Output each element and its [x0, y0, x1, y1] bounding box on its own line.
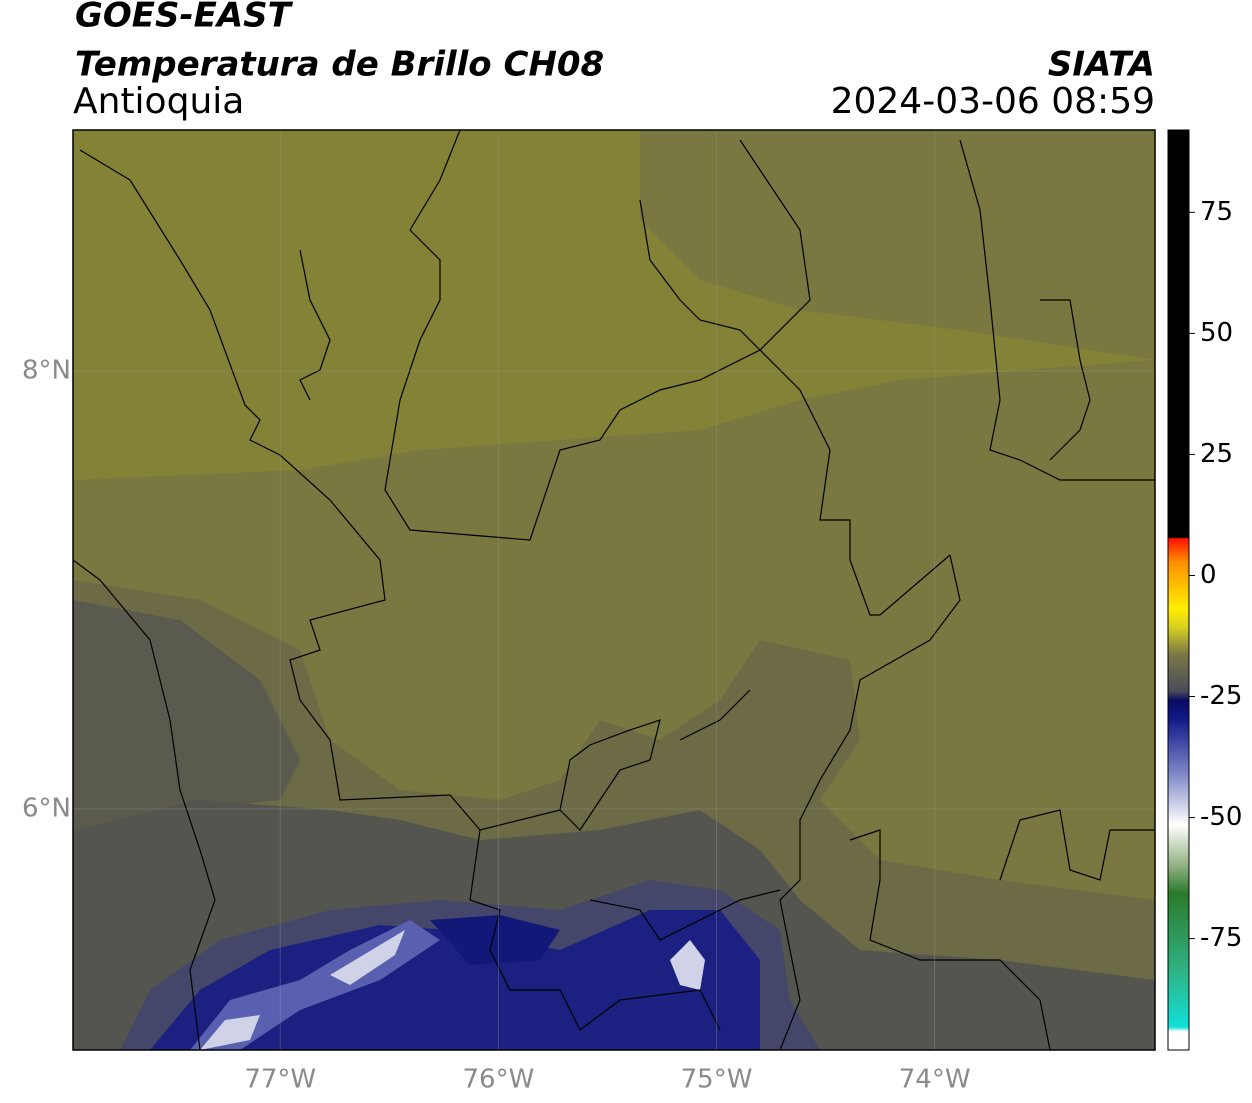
- colorbar-tick-label: 0: [1200, 560, 1217, 590]
- colorbar-tick-label: 75: [1200, 197, 1233, 227]
- x-tick-label: 75°W: [681, 1065, 753, 1095]
- y-tick-label: 8°N: [22, 355, 71, 385]
- x-tick-label: 76°W: [462, 1065, 534, 1095]
- colorbar-tick-label: 50: [1200, 318, 1233, 348]
- x-tick-label: 74°W: [899, 1065, 971, 1095]
- source: SIATA: [1048, 45, 1155, 85]
- header: GOES-EAST Temperatura de Brillo CH08 Ant…: [73, 0, 1155, 122]
- map-field: [73, 130, 1155, 1050]
- x-tick-label: 77°W: [244, 1065, 316, 1095]
- colorbar-tick-label: -50: [1200, 802, 1242, 832]
- region: Antioquia: [73, 81, 244, 122]
- colorbar-tick-label: -25: [1200, 681, 1242, 711]
- timestamp: 2024-03-06 08:59: [831, 81, 1155, 122]
- ticks: 77°W 76°W 75°W 74°W 8°N 6°N 75 50 25 0 -25 -50 -75: [22, 197, 1242, 1095]
- colorbar-tick-label: -75: [1200, 923, 1242, 953]
- gridlines: [73, 130, 1155, 1050]
- map-frame: [72, 129, 1156, 1051]
- colorbar: [1167, 129, 1190, 1051]
- colorbar-tick-label: 25: [1200, 439, 1233, 469]
- borders: [73, 130, 1155, 1050]
- subtitle: Temperatura de Brillo CH08: [75, 45, 604, 85]
- title: GOES-EAST: [75, 0, 294, 36]
- y-tick-label: 6°N: [22, 794, 71, 824]
